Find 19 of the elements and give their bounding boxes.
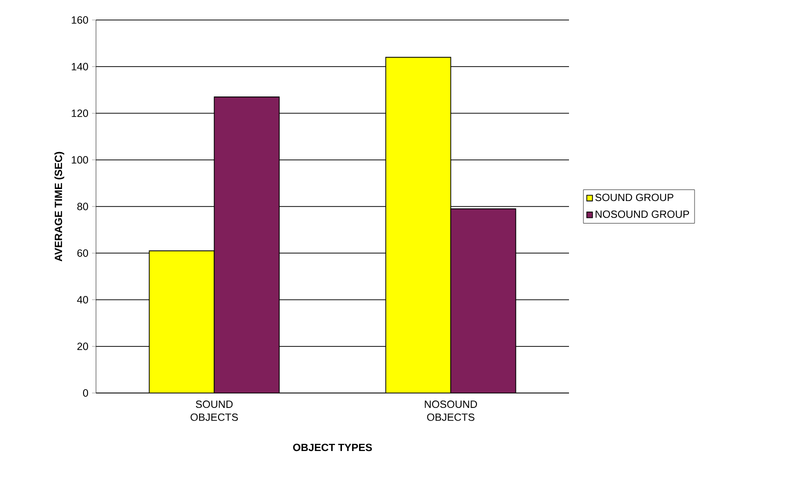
bar xyxy=(450,208,516,393)
x-tick-label: NOSOUND OBJECTS xyxy=(424,400,477,421)
legend-label: SOUND GROUP xyxy=(595,194,674,202)
y-tick-label: 60 xyxy=(77,249,88,257)
y-tick-label: 40 xyxy=(77,296,88,304)
y-tick-label: 20 xyxy=(77,342,88,350)
y-tick-label: 120 xyxy=(72,110,88,117)
y-tick-label: 80 xyxy=(77,202,88,210)
bar xyxy=(385,56,452,393)
x-axis-title: OBJECT TYPES xyxy=(293,444,372,452)
y-axis-title: AVERAGE TIME (SEC) xyxy=(54,152,64,262)
x-tick-label: SOUND OBJECTS xyxy=(190,400,238,421)
bar xyxy=(148,250,215,393)
y-tick-label: 100 xyxy=(72,156,88,164)
y-tick-label: 160 xyxy=(72,16,88,24)
legend-label: NOSOUND GROUP xyxy=(596,210,690,218)
y-tick-label: 0 xyxy=(83,389,88,397)
bar xyxy=(214,96,280,393)
y-tick-label: 140 xyxy=(72,62,88,70)
